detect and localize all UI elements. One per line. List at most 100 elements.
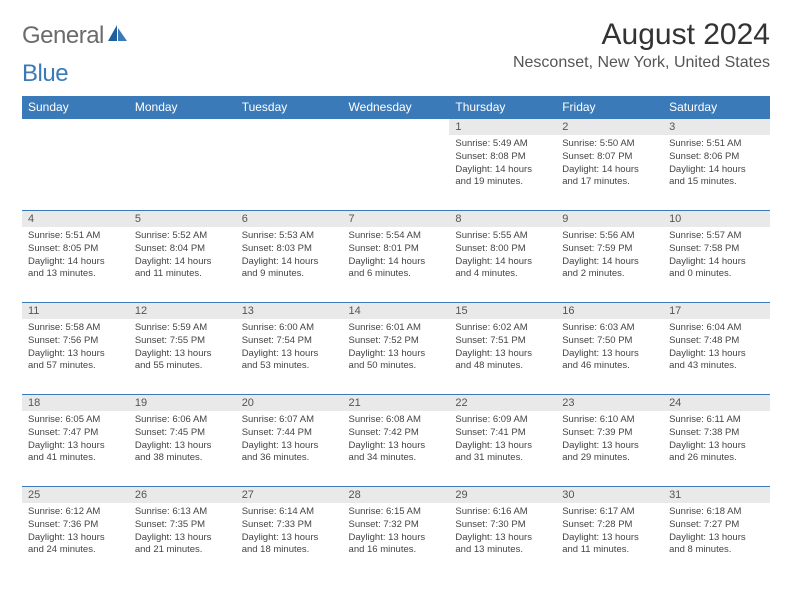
day-cell: 23Sunrise: 6:10 AMSunset: 7:39 PMDayligh…	[556, 395, 663, 487]
day-cell: 21Sunrise: 6:08 AMSunset: 7:42 PMDayligh…	[343, 395, 450, 487]
day-cell: 8Sunrise: 5:55 AMSunset: 8:00 PMDaylight…	[449, 211, 556, 303]
day-cell: 29Sunrise: 6:16 AMSunset: 7:30 PMDayligh…	[449, 487, 556, 579]
sunrise-line: Sunrise: 6:13 AM	[135, 506, 230, 519]
day-number: 9	[556, 211, 663, 227]
daylight-line: Daylight: 13 hours and 24 minutes.	[28, 532, 123, 558]
day-details: Sunrise: 5:55 AMSunset: 8:00 PMDaylight:…	[449, 227, 556, 284]
day-cell: 9Sunrise: 5:56 AMSunset: 7:59 PMDaylight…	[556, 211, 663, 303]
empty-cell	[236, 119, 343, 211]
day-cell: 15Sunrise: 6:02 AMSunset: 7:51 PMDayligh…	[449, 303, 556, 395]
daylight-line: Daylight: 13 hours and 55 minutes.	[135, 348, 230, 374]
day-number: 21	[343, 395, 450, 411]
daylight-line: Daylight: 13 hours and 38 minutes.	[135, 440, 230, 466]
day-number: 8	[449, 211, 556, 227]
weekday-header: Wednesday	[343, 96, 450, 119]
brand-part1: General	[22, 22, 104, 50]
weekday-header: Sunday	[22, 96, 129, 119]
day-cell: 11Sunrise: 5:58 AMSunset: 7:56 PMDayligh…	[22, 303, 129, 395]
daylight-line: Daylight: 14 hours and 17 minutes.	[562, 164, 657, 190]
day-cell: 24Sunrise: 6:11 AMSunset: 7:38 PMDayligh…	[663, 395, 770, 487]
day-details: Sunrise: 5:50 AMSunset: 8:07 PMDaylight:…	[556, 135, 663, 192]
sunrise-line: Sunrise: 5:56 AM	[562, 230, 657, 243]
calendar-table: SundayMondayTuesdayWednesdayThursdayFrid…	[22, 96, 770, 579]
day-number: 17	[663, 303, 770, 319]
sunrise-line: Sunrise: 6:01 AM	[349, 322, 444, 335]
daylight-line: Daylight: 14 hours and 11 minutes.	[135, 256, 230, 282]
sunset-line: Sunset: 7:32 PM	[349, 519, 444, 532]
sunset-line: Sunset: 7:33 PM	[242, 519, 337, 532]
sunrise-line: Sunrise: 6:11 AM	[669, 414, 764, 427]
sunset-line: Sunset: 7:45 PM	[135, 427, 230, 440]
day-number: 30	[556, 487, 663, 503]
day-number: 15	[449, 303, 556, 319]
day-details: Sunrise: 6:11 AMSunset: 7:38 PMDaylight:…	[663, 411, 770, 468]
day-number: 4	[22, 211, 129, 227]
empty-cell	[343, 119, 450, 211]
day-cell: 3Sunrise: 5:51 AMSunset: 8:06 PMDaylight…	[663, 119, 770, 211]
day-cell: 22Sunrise: 6:09 AMSunset: 7:41 PMDayligh…	[449, 395, 556, 487]
daylight-line: Daylight: 13 hours and 16 minutes.	[349, 532, 444, 558]
day-number: 29	[449, 487, 556, 503]
day-number: 19	[129, 395, 236, 411]
day-cell: 10Sunrise: 5:57 AMSunset: 7:58 PMDayligh…	[663, 211, 770, 303]
weekday-header: Monday	[129, 96, 236, 119]
day-details: Sunrise: 6:14 AMSunset: 7:33 PMDaylight:…	[236, 503, 343, 560]
day-details: Sunrise: 6:13 AMSunset: 7:35 PMDaylight:…	[129, 503, 236, 560]
daylight-line: Daylight: 13 hours and 50 minutes.	[349, 348, 444, 374]
day-details: Sunrise: 6:03 AMSunset: 7:50 PMDaylight:…	[556, 319, 663, 376]
day-number: 2	[556, 119, 663, 135]
sunrise-line: Sunrise: 5:54 AM	[349, 230, 444, 243]
daylight-line: Daylight: 13 hours and 57 minutes.	[28, 348, 123, 374]
day-cell: 27Sunrise: 6:14 AMSunset: 7:33 PMDayligh…	[236, 487, 343, 579]
day-cell: 26Sunrise: 6:13 AMSunset: 7:35 PMDayligh…	[129, 487, 236, 579]
weekday-header: Thursday	[449, 96, 556, 119]
day-number: 25	[22, 487, 129, 503]
day-number: 5	[129, 211, 236, 227]
day-cell: 31Sunrise: 6:18 AMSunset: 7:27 PMDayligh…	[663, 487, 770, 579]
empty-cell	[22, 119, 129, 211]
sunrise-line: Sunrise: 6:18 AM	[669, 506, 764, 519]
day-number: 10	[663, 211, 770, 227]
day-details: Sunrise: 6:06 AMSunset: 7:45 PMDaylight:…	[129, 411, 236, 468]
sunset-line: Sunset: 8:03 PM	[242, 243, 337, 256]
sunset-line: Sunset: 7:52 PM	[349, 335, 444, 348]
day-details: Sunrise: 6:17 AMSunset: 7:28 PMDaylight:…	[556, 503, 663, 560]
daylight-line: Daylight: 13 hours and 36 minutes.	[242, 440, 337, 466]
sunrise-line: Sunrise: 6:07 AM	[242, 414, 337, 427]
location-subtitle: Nesconset, New York, United States	[513, 54, 770, 72]
day-number: 20	[236, 395, 343, 411]
sunrise-line: Sunrise: 6:00 AM	[242, 322, 337, 335]
sunset-line: Sunset: 7:41 PM	[455, 427, 550, 440]
daylight-line: Daylight: 14 hours and 2 minutes.	[562, 256, 657, 282]
day-cell: 25Sunrise: 6:12 AMSunset: 7:36 PMDayligh…	[22, 487, 129, 579]
weekday-header: Friday	[556, 96, 663, 119]
sunrise-line: Sunrise: 6:08 AM	[349, 414, 444, 427]
day-number: 18	[22, 395, 129, 411]
day-details: Sunrise: 5:52 AMSunset: 8:04 PMDaylight:…	[129, 227, 236, 284]
day-number: 14	[343, 303, 450, 319]
month-title: August 2024	[513, 18, 770, 52]
day-details: Sunrise: 5:58 AMSunset: 7:56 PMDaylight:…	[22, 319, 129, 376]
sunset-line: Sunset: 7:51 PM	[455, 335, 550, 348]
sunset-line: Sunset: 7:28 PM	[562, 519, 657, 532]
sunset-line: Sunset: 7:58 PM	[669, 243, 764, 256]
day-cell: 28Sunrise: 6:15 AMSunset: 7:32 PMDayligh…	[343, 487, 450, 579]
sunset-line: Sunset: 7:48 PM	[669, 335, 764, 348]
day-number: 31	[663, 487, 770, 503]
day-cell: 5Sunrise: 5:52 AMSunset: 8:04 PMDaylight…	[129, 211, 236, 303]
day-cell: 4Sunrise: 5:51 AMSunset: 8:05 PMDaylight…	[22, 211, 129, 303]
day-details: Sunrise: 6:04 AMSunset: 7:48 PMDaylight:…	[663, 319, 770, 376]
sunrise-line: Sunrise: 6:16 AM	[455, 506, 550, 519]
day-number: 6	[236, 211, 343, 227]
sunset-line: Sunset: 7:50 PM	[562, 335, 657, 348]
sunset-line: Sunset: 7:54 PM	[242, 335, 337, 348]
day-details: Sunrise: 6:02 AMSunset: 7:51 PMDaylight:…	[449, 319, 556, 376]
day-number: 16	[556, 303, 663, 319]
sunset-line: Sunset: 7:30 PM	[455, 519, 550, 532]
sunset-line: Sunset: 7:44 PM	[242, 427, 337, 440]
sunset-line: Sunset: 8:07 PM	[562, 151, 657, 164]
sunrise-line: Sunrise: 6:15 AM	[349, 506, 444, 519]
daylight-line: Daylight: 14 hours and 15 minutes.	[669, 164, 764, 190]
day-number: 27	[236, 487, 343, 503]
daylight-line: Daylight: 13 hours and 8 minutes.	[669, 532, 764, 558]
